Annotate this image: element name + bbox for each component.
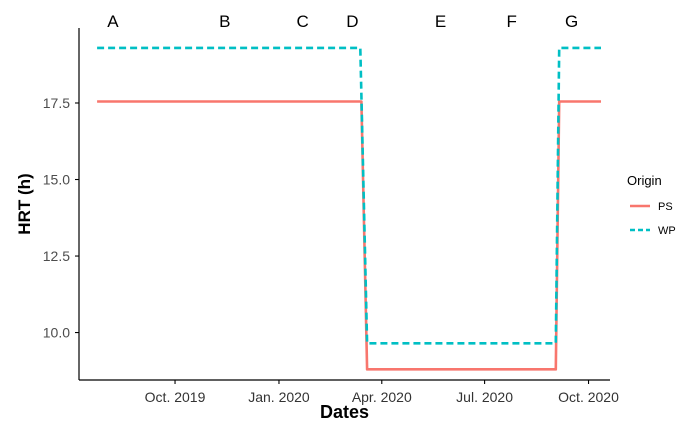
period-label: C xyxy=(297,12,309,31)
legend-title: Origin xyxy=(627,173,662,188)
series-layer xyxy=(97,46,601,371)
legend-label-wp: WP xyxy=(658,225,676,237)
series-line-wp xyxy=(97,46,601,345)
x-tick-label: Jan. 2020 xyxy=(248,389,310,405)
axes-layer xyxy=(78,28,610,381)
period-label: G xyxy=(565,12,578,31)
y-tick-label: 10.0 xyxy=(43,325,70,341)
x-axis-title: Dates xyxy=(320,402,369,422)
period-label: D xyxy=(346,12,358,31)
period-labels: A B C D E F G xyxy=(107,12,578,31)
y-tick-label: 15.0 xyxy=(43,172,70,188)
legend-items: PS WP xyxy=(630,201,676,237)
period-label: E xyxy=(435,12,446,31)
y-tick-label: 12.5 xyxy=(43,248,70,264)
x-tick-label: Jul. 2020 xyxy=(456,389,513,405)
legend: Origin PS WP xyxy=(627,173,676,237)
legend-label-ps: PS xyxy=(658,201,673,213)
x-tick-label: Oct. 2020 xyxy=(558,389,619,405)
series-line-ps xyxy=(97,100,601,371)
x-axis-ticks: Oct. 2019 Jan. 2020 Apr. 2020 Jul. 2020 Oct.… xyxy=(145,380,619,405)
period-label: F xyxy=(507,12,517,31)
period-label: B xyxy=(219,12,230,31)
period-label: A xyxy=(107,12,119,31)
y-axis-title: HRT (h) xyxy=(15,173,34,234)
x-tick-label: Oct. 2019 xyxy=(145,389,206,405)
y-tick-label: 17.5 xyxy=(43,95,70,111)
y-axis-ticks: 10.0 12.5 15.0 17.5 xyxy=(43,95,79,341)
x-tick-label: Apr. 2020 xyxy=(352,389,412,405)
